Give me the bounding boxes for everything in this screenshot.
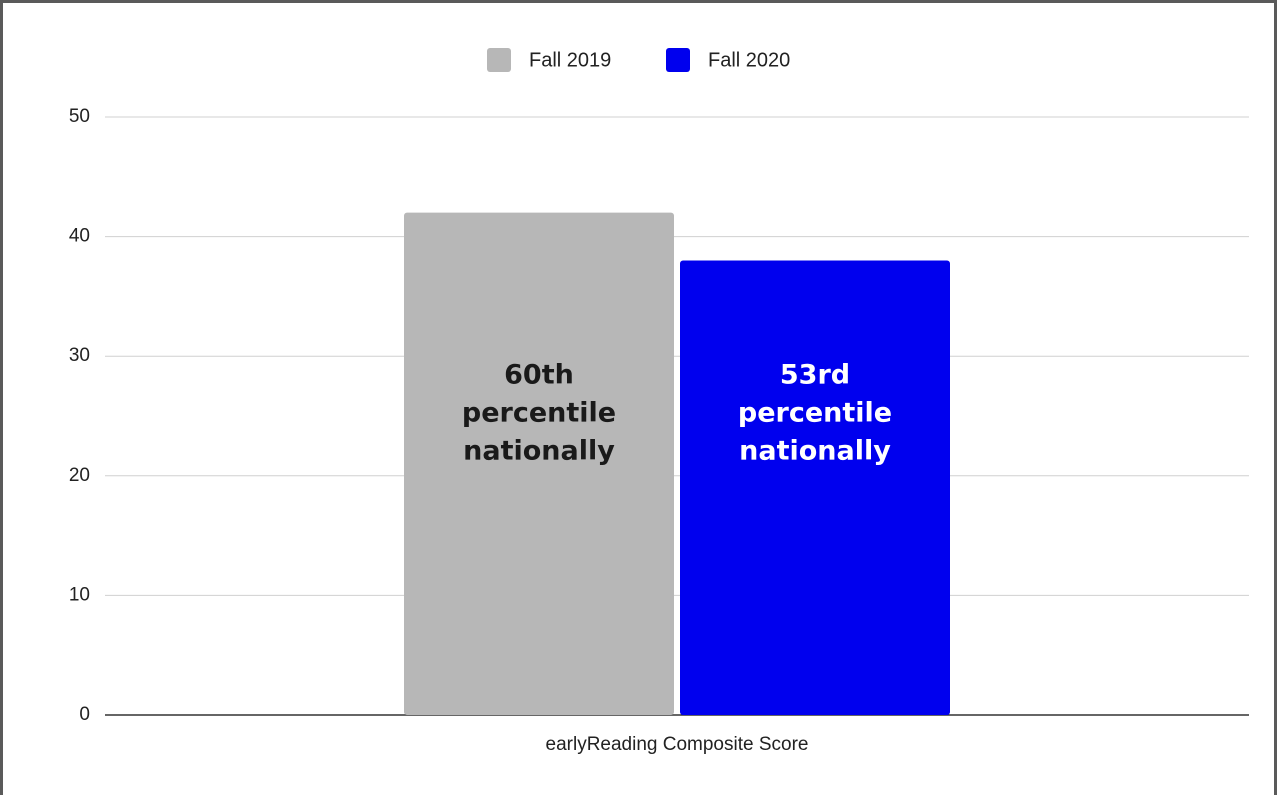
bar-annotation: nationally (463, 436, 615, 467)
legend-swatch (487, 48, 511, 72)
chart: 0 10 20 30 40 50 Fall 2019 Fall 2020 earlyReadin… (69, 48, 1249, 755)
x-tick-label: earlyReading Composite Score (546, 734, 809, 755)
legend-swatch (666, 48, 690, 72)
bar-annotation: percentile (738, 398, 892, 429)
y-tick-label: 40 (69, 226, 90, 247)
legend-label: Fall 2019 (529, 49, 611, 71)
y-tick-label: 50 (69, 106, 90, 127)
bar (404, 212, 674, 715)
bar-annotation: nationally (739, 436, 891, 467)
y-tick-label: 10 (69, 584, 90, 605)
bar-annotation: 60th (504, 360, 574, 391)
y-tick-label: 0 (79, 704, 90, 725)
legend-label: Fall 2020 (708, 49, 790, 71)
bar-annotation: 53rd (780, 360, 850, 391)
y-tick-label: 30 (69, 345, 90, 366)
bar-annotation: percentile (462, 398, 616, 429)
bar (680, 260, 950, 715)
y-tick-label: 20 (69, 465, 90, 486)
